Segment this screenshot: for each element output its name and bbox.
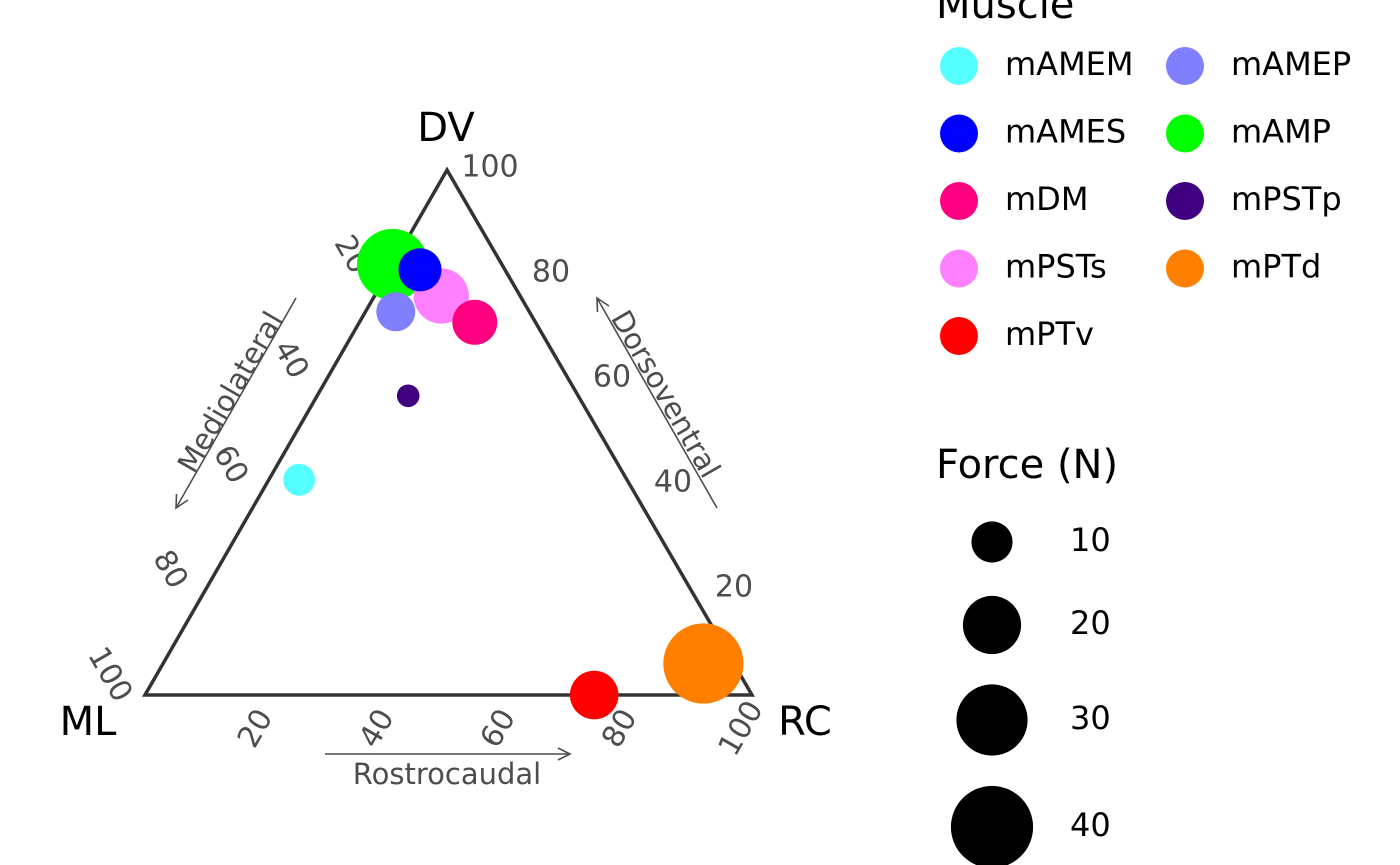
size-key-10 bbox=[971, 521, 1013, 563]
axis-title-rostrocaudal: Rostrocaudal bbox=[353, 757, 541, 791]
legend-label-mptv: mPTv bbox=[1005, 315, 1094, 353]
mediolateral-arrowhead bbox=[175, 493, 189, 510]
legend-key-mamem bbox=[940, 47, 978, 85]
legend-label-mamem: mAMEM bbox=[1005, 45, 1134, 83]
tick-label-rostrocaudal: 60 bbox=[474, 703, 523, 754]
point-mamep bbox=[376, 292, 416, 332]
tick-label-dorsoventral: 20 bbox=[715, 570, 753, 605]
size-label-20: 20 bbox=[1070, 604, 1111, 642]
legend-key-mpstp bbox=[1166, 182, 1204, 220]
legend-label-mpsts: mPSTs bbox=[1005, 248, 1107, 286]
plot-frame bbox=[141, 166, 756, 697]
force-legend: Force (N) 10 20 30 40 bbox=[936, 442, 1118, 865]
axis-title-rostrocaudal-group: Rostrocaudal bbox=[325, 747, 572, 791]
tick-label-rostrocaudal: 100 bbox=[712, 695, 771, 762]
legend-label-mptd: mPTd bbox=[1231, 248, 1321, 286]
legend-key-mpsts bbox=[940, 249, 978, 288]
legend-label-mamep: mAMEP bbox=[1231, 45, 1351, 83]
tick-label-mediolateral: 100 bbox=[80, 641, 139, 708]
point-mptd bbox=[663, 623, 744, 704]
tick-label-dorsoventral: 100 bbox=[461, 150, 518, 185]
tick-label-dorsoventral: 40 bbox=[654, 465, 692, 500]
tick-label-rostrocaudal: 20 bbox=[231, 703, 280, 754]
tick-label-rostrocaudal: 40 bbox=[352, 703, 401, 754]
right-axis-ticks: 20 40 60 80 100 bbox=[461, 150, 753, 605]
data-points bbox=[283, 228, 744, 720]
legend-label-mames: mAMES bbox=[1005, 113, 1126, 151]
legend-key-mames bbox=[940, 114, 978, 153]
muscle-legend-title: Muscle bbox=[936, 0, 1074, 28]
legend-key-mptv bbox=[940, 317, 978, 355]
size-label-10: 10 bbox=[1070, 521, 1111, 559]
point-mamem bbox=[283, 463, 316, 496]
legend-label-mamp: mAMP bbox=[1231, 113, 1331, 151]
rostrocaudal-arrowhead bbox=[557, 747, 572, 761]
tick-label-dorsoventral: 80 bbox=[532, 255, 570, 290]
point-mpstp bbox=[396, 384, 420, 408]
tick-label-mediolateral: 80 bbox=[146, 544, 195, 595]
ternary-triangle bbox=[141, 166, 756, 697]
legend-key-mdm bbox=[940, 182, 978, 220]
size-label-40: 40 bbox=[1070, 806, 1111, 844]
size-key-30 bbox=[956, 684, 1028, 756]
point-mdm bbox=[452, 299, 498, 345]
legend-key-mamp bbox=[1166, 114, 1204, 153]
legend-label-mpstp: mPSTp bbox=[1231, 180, 1342, 218]
tick-label-dorsoventral: 60 bbox=[593, 360, 631, 395]
muscle-legend: Muscle mAMEM mAMEP mAMES mAMP mDM mPSTp mPSTs m… bbox=[936, 0, 1351, 355]
bottom-axis-ticks: 20 40 60 80 100 bbox=[231, 695, 771, 762]
dorsoventral-arrowhead bbox=[596, 296, 610, 313]
size-label-30: 30 bbox=[1070, 699, 1111, 737]
point-mames bbox=[398, 248, 442, 292]
point-mptv bbox=[569, 670, 619, 720]
corner-label-right: RC bbox=[778, 699, 832, 745]
corner-label-top: DV bbox=[417, 105, 475, 151]
corner-label-left: ML bbox=[60, 699, 118, 745]
size-key-20 bbox=[962, 595, 1022, 655]
mediolateral-arrow bbox=[175, 297, 297, 509]
legend-key-mamep bbox=[1166, 47, 1204, 85]
dorsoventral-arrow bbox=[596, 297, 718, 509]
size-key-40 bbox=[950, 785, 1034, 865]
force-legend-title: Force (N) bbox=[936, 442, 1118, 488]
legend-key-mptd bbox=[1166, 249, 1204, 288]
legend-label-mdm: mDM bbox=[1005, 180, 1088, 218]
